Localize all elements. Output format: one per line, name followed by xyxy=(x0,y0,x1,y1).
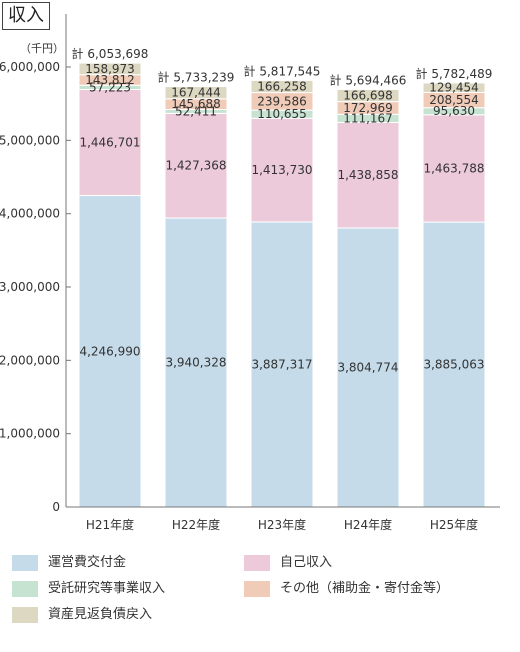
data-label-other: 143,812 xyxy=(85,73,135,87)
data-label-own-revenue: 1,446,701 xyxy=(79,136,140,150)
data-label-commissioned-research: 52,411 xyxy=(175,104,217,118)
bar-segment-own-revenue xyxy=(78,88,142,197)
data-label-commissioned-research: 111,167 xyxy=(343,111,393,125)
bar-segment-own-revenue xyxy=(336,121,400,229)
data-label-operating-grant: 3,940,328 xyxy=(165,356,226,370)
bar-segment-asset-reversal xyxy=(422,82,486,93)
legend-swatch-commissioned-research xyxy=(12,581,38,597)
legend-swatch-operating-grant xyxy=(12,555,38,571)
bar-segment-operating-grant xyxy=(422,221,486,508)
legend: 運営費交付金 自己収入 受託研究等事業収入 その他（補助金・寄付金等） 資産見返… xyxy=(0,546,520,646)
data-label-own-revenue: 1,438,858 xyxy=(337,168,398,182)
data-label-own-revenue: 1,463,788 xyxy=(423,161,484,175)
legend-swatch-asset-reversal xyxy=(12,607,38,623)
legend-label: 自己収入 xyxy=(280,555,333,570)
y-tick-label: 2,000,000 xyxy=(0,353,60,367)
data-label-operating-grant: 3,804,774 xyxy=(337,360,398,374)
bar-segment-operating-grant xyxy=(78,195,142,508)
total-label: 計 5,694,466 xyxy=(330,72,407,87)
total-label: 計 5,817,545 xyxy=(244,63,321,78)
data-label-own-revenue: 1,427,368 xyxy=(165,159,226,173)
bar-segment-asset-reversal xyxy=(250,79,314,94)
y-tick-label: 1,000,000 xyxy=(0,427,60,441)
bar-segment-asset-reversal xyxy=(336,88,400,103)
legend-label: 運営費交付金 xyxy=(48,555,127,570)
x-category-label: H21年度 xyxy=(86,517,134,532)
bar-segment-operating-grant xyxy=(250,221,314,508)
data-label-asset-reversal: 167,444 xyxy=(171,86,221,100)
data-label-asset-reversal: 166,698 xyxy=(343,89,393,103)
legend-label: 資産見返負債戻入 xyxy=(48,607,153,622)
data-label-other: 239,586 xyxy=(257,94,307,108)
y-tick-label: 3,000,000 xyxy=(0,280,60,294)
bar-segment-asset-reversal xyxy=(164,86,228,100)
y-tick-label: 0 xyxy=(52,500,60,514)
x-category-label: H23年度 xyxy=(258,517,306,532)
unit-label: （千円） xyxy=(20,42,64,55)
total-label: 計 6,053,698 xyxy=(72,46,149,61)
data-label-commissioned-research: 95,630 xyxy=(433,104,475,118)
data-label-other: 145,688 xyxy=(171,97,221,111)
data-label-other: 172,969 xyxy=(343,101,393,115)
total-label: 計 5,782,489 xyxy=(416,66,493,81)
data-label-asset-reversal: 166,258 xyxy=(257,79,307,93)
legend-swatch-other xyxy=(244,581,270,597)
x-category-label: H24年度 xyxy=(344,517,392,532)
x-category-label: H22年度 xyxy=(172,517,220,532)
data-label-commissioned-research: 57,223 xyxy=(89,80,131,94)
y-tick-label: 5,000,000 xyxy=(0,133,60,147)
data-label-operating-grant: 3,887,317 xyxy=(251,357,312,371)
data-label-asset-reversal: 158,973 xyxy=(85,62,135,76)
data-label-commissioned-research: 110,655 xyxy=(257,107,307,121)
x-category-label: H25年度 xyxy=(430,517,478,532)
legend-label: その他（補助金・寄付金等） xyxy=(280,581,450,596)
bar-segment-own-revenue xyxy=(250,117,314,223)
bar-segment-asset-reversal xyxy=(78,62,142,76)
total-label: 計 5,733,239 xyxy=(158,70,235,85)
data-label-operating-grant: 3,885,063 xyxy=(423,358,484,372)
legend-swatch-own-revenue xyxy=(244,555,270,571)
y-tick-label: 4,000,000 xyxy=(0,207,60,221)
y-tick-label: 6,000,000 xyxy=(0,60,60,74)
data-label-asset-reversal: 129,454 xyxy=(429,81,479,95)
data-label-other: 208,554 xyxy=(429,93,479,107)
data-label-own-revenue: 1,413,730 xyxy=(251,163,312,177)
legend-label: 受託研究等事業収入 xyxy=(48,581,166,596)
page-title: 収入 xyxy=(2,2,50,30)
data-label-operating-grant: 4,246,990 xyxy=(79,344,140,358)
stacked-bar-chart: 0 1,000,000 2,000,000 3,000,000 4,000,000 5,0… xyxy=(0,14,500,532)
